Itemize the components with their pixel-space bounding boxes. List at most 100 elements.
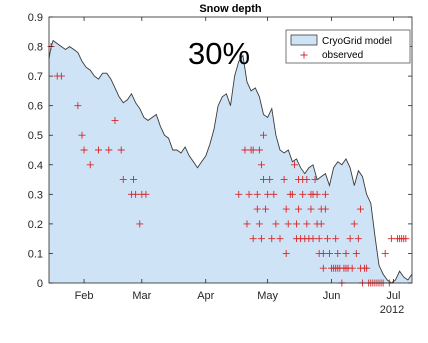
y-tick-label: 0.9 [28, 12, 43, 24]
observed-point [317, 220, 325, 228]
observed-point [260, 176, 267, 184]
x-tick-label: Jul [386, 290, 400, 302]
observed-point [342, 249, 350, 257]
plot-border [48, 16, 413, 284]
overlay-percentage-label: 30% [188, 36, 250, 71]
observed-point [111, 116, 119, 124]
observed-point [319, 249, 327, 257]
y-tick-label: 0.6 [28, 101, 43, 113]
observed-point [326, 249, 333, 257]
observed-point [86, 161, 94, 169]
observed-point [352, 249, 360, 257]
observed-point [313, 190, 321, 198]
observed-point [130, 176, 138, 184]
y-tick-label: 0.7 [28, 71, 43, 83]
legend: CryoGrid model observed [285, 29, 411, 64]
observed-point [295, 205, 303, 213]
observed-point [245, 190, 253, 198]
observed-point [57, 72, 65, 80]
observed-point [288, 190, 296, 198]
observed-point [243, 220, 251, 228]
observed-point [350, 220, 358, 228]
chart-title: Snow depth [199, 3, 262, 15]
legend-label-model: CryoGrid model [322, 36, 392, 47]
observed-point [346, 235, 354, 243]
x-tick-label: Feb [75, 290, 94, 302]
observed-point [119, 176, 127, 184]
x-axis: Feb Mar Apr May Jun Jul [75, 17, 400, 302]
observed-point [241, 146, 249, 154]
observed-point [80, 146, 88, 154]
observed-point [303, 176, 311, 184]
observed-point [74, 102, 82, 110]
observed-point [255, 146, 263, 154]
observed-point [272, 220, 280, 228]
observed-point [332, 235, 340, 243]
observed-point [284, 220, 292, 228]
observed-point [290, 161, 298, 169]
observed-point [117, 146, 125, 154]
observed-point [257, 161, 265, 169]
y-axis: 0 0.1 0.2 0.3 0.4 0.5 0.6 0.7 0.8 0.9 [28, 12, 412, 290]
observed-point [282, 249, 290, 257]
observed-point [348, 264, 356, 272]
observed-point [132, 190, 140, 198]
observed-point [253, 190, 261, 198]
observed-point [255, 220, 263, 228]
legend-marker-observed [300, 51, 308, 59]
observed-point [311, 176, 319, 184]
model-line [48, 39, 413, 284]
observed-point [142, 190, 150, 198]
observed-point [334, 249, 342, 257]
observed-point [276, 235, 284, 243]
observed-point [293, 220, 300, 228]
observed-point [363, 264, 371, 272]
observed-point [266, 176, 274, 184]
observed-point [315, 235, 323, 243]
observed-point [402, 235, 410, 243]
observed-point [235, 190, 243, 198]
observed-point [257, 235, 265, 243]
observed-point [381, 249, 389, 257]
observed-point [323, 235, 331, 243]
observed-point [95, 146, 102, 154]
y-tick-label: 0.1 [28, 248, 43, 260]
observed-point [356, 205, 364, 213]
x-tick-label: May [257, 290, 278, 302]
observed-point [280, 176, 288, 184]
observed-point [253, 205, 261, 213]
observed-point [319, 264, 327, 272]
observed-point [78, 131, 86, 139]
observed-point [307, 205, 315, 213]
observed-point [264, 190, 272, 198]
observed-point [387, 235, 395, 243]
y-tick-label: 0.8 [28, 42, 43, 54]
legend-swatch-model [290, 34, 318, 46]
x-tick-label: Mar [132, 290, 151, 302]
y-tick-label: 0 [37, 278, 43, 290]
observed-point [282, 205, 290, 213]
x-tick-label: Apr [197, 290, 214, 302]
y-tick-label: 0.5 [28, 130, 43, 142]
y-tick-label: 0.2 [28, 219, 43, 231]
y-tick-label: 0.3 [28, 189, 43, 201]
observed-point [136, 220, 144, 228]
observed-point [270, 190, 278, 198]
observed-point [268, 235, 276, 243]
observed-point [309, 235, 317, 243]
observed-point [249, 235, 257, 243]
observed-point [262, 205, 270, 213]
observed-point [321, 205, 329, 213]
observed-point [260, 131, 267, 139]
observed-point [354, 235, 362, 243]
observed-point [303, 220, 311, 228]
observed-point [299, 190, 307, 198]
observed-point [105, 146, 113, 154]
observed-point [321, 190, 329, 198]
observed-point [249, 146, 257, 154]
year-label: 2012 [380, 304, 404, 316]
legend-label-observed: observed [322, 50, 363, 61]
x-tick-label: Jun [323, 290, 341, 302]
y-tick-label: 0.4 [28, 160, 43, 172]
